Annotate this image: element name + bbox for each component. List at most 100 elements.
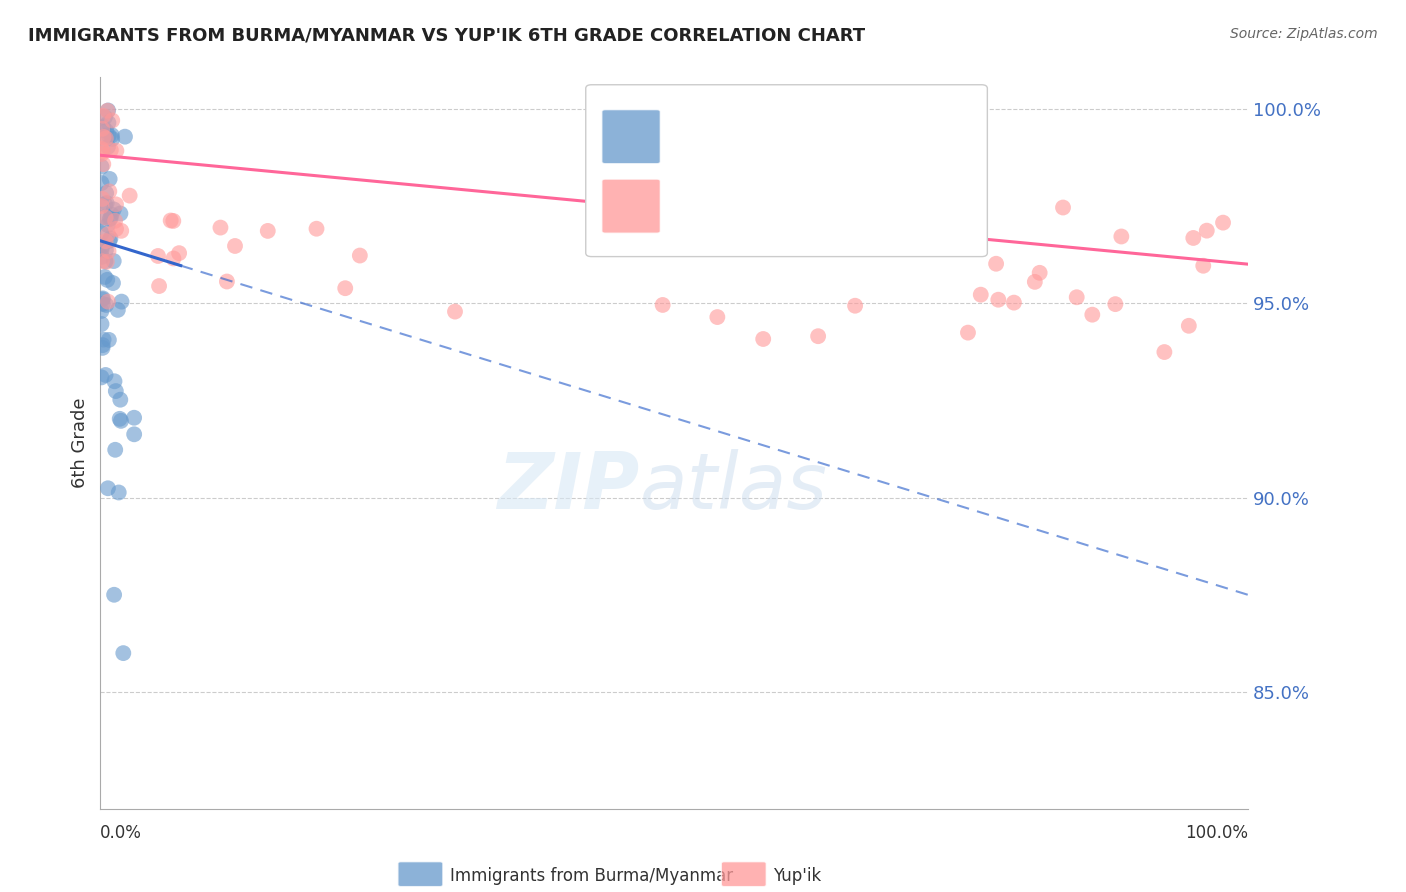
Point xyxy=(94,234,117,248)
Point xyxy=(97,103,120,118)
Point xyxy=(103,588,125,602)
Point xyxy=(91,144,114,158)
Point xyxy=(882,234,904,248)
Point xyxy=(100,207,122,221)
Point xyxy=(1066,290,1088,304)
Point xyxy=(215,275,238,289)
Point xyxy=(256,224,278,238)
Text: Yup'ik: Yup'ik xyxy=(773,867,821,885)
Point xyxy=(305,221,328,235)
Point xyxy=(96,298,118,312)
Point xyxy=(97,244,120,258)
FancyBboxPatch shape xyxy=(602,110,661,164)
Point xyxy=(94,368,117,382)
Point xyxy=(97,128,120,143)
Point xyxy=(93,269,115,284)
Point xyxy=(91,293,114,307)
Point xyxy=(90,250,112,264)
Point xyxy=(114,129,136,144)
Point xyxy=(703,222,725,236)
Point xyxy=(97,218,120,232)
Y-axis label: 6th Grade: 6th Grade xyxy=(72,398,89,488)
Point xyxy=(91,292,114,306)
Text: 0.0%: 0.0% xyxy=(100,824,142,842)
Text: R = -0.260   N = 67: R = -0.260 N = 67 xyxy=(672,195,862,213)
Point xyxy=(1212,216,1234,230)
Point xyxy=(844,299,866,313)
Point xyxy=(110,294,132,309)
Point xyxy=(104,384,127,398)
Point xyxy=(1182,231,1205,245)
Point xyxy=(97,481,120,495)
Point xyxy=(706,310,728,324)
Point xyxy=(90,304,112,318)
Point xyxy=(1178,318,1201,333)
Point xyxy=(167,246,190,260)
Point xyxy=(1028,266,1050,280)
Point xyxy=(93,129,115,144)
Point xyxy=(987,293,1010,307)
Point xyxy=(97,333,120,347)
Point xyxy=(103,374,125,388)
Point xyxy=(107,302,129,317)
Point xyxy=(98,234,121,248)
Point xyxy=(91,297,114,311)
Point xyxy=(118,188,141,202)
Point xyxy=(98,185,121,199)
Point xyxy=(94,197,117,211)
Point xyxy=(101,113,124,128)
Point xyxy=(101,128,124,143)
Point xyxy=(91,211,114,225)
Point xyxy=(101,132,124,146)
Point xyxy=(1104,297,1126,311)
Point xyxy=(807,329,830,343)
Point xyxy=(970,287,993,301)
Point xyxy=(956,326,979,340)
Point xyxy=(101,276,124,290)
Point xyxy=(90,160,112,174)
Point xyxy=(91,157,114,171)
Point xyxy=(1111,229,1133,244)
Point xyxy=(91,192,114,206)
Point xyxy=(91,120,114,134)
Point xyxy=(98,212,121,227)
Point xyxy=(651,298,673,312)
Text: 100.0%: 100.0% xyxy=(1185,824,1249,842)
Point xyxy=(105,222,128,236)
Point xyxy=(146,249,169,263)
Text: ZIP: ZIP xyxy=(498,449,640,525)
Point xyxy=(107,485,129,500)
FancyBboxPatch shape xyxy=(586,85,987,257)
Point xyxy=(91,338,114,352)
Text: Immigrants from Burma/Myanmar: Immigrants from Burma/Myanmar xyxy=(450,867,733,885)
Point xyxy=(94,243,117,257)
Point xyxy=(90,176,112,190)
Text: R = -0.089   N = 62: R = -0.089 N = 62 xyxy=(672,128,862,145)
Point xyxy=(162,214,184,228)
Point xyxy=(90,147,112,161)
Point xyxy=(90,199,112,213)
Point xyxy=(1002,295,1025,310)
Point xyxy=(90,317,112,331)
Point xyxy=(1052,201,1074,215)
Point xyxy=(110,206,132,220)
Point xyxy=(105,144,128,158)
Point xyxy=(105,197,128,211)
Point xyxy=(162,252,184,266)
Point xyxy=(96,196,118,211)
Point xyxy=(100,211,122,226)
Point xyxy=(104,442,127,457)
Point xyxy=(209,220,232,235)
Point xyxy=(104,214,127,228)
Point xyxy=(148,279,170,293)
Point xyxy=(100,143,122,157)
Point xyxy=(90,370,112,384)
Point xyxy=(91,121,114,136)
Point xyxy=(94,131,117,145)
Point xyxy=(103,254,125,268)
Point xyxy=(91,239,114,253)
Point xyxy=(97,103,120,118)
Point xyxy=(110,224,132,238)
Point xyxy=(108,412,131,426)
Point xyxy=(94,186,117,201)
